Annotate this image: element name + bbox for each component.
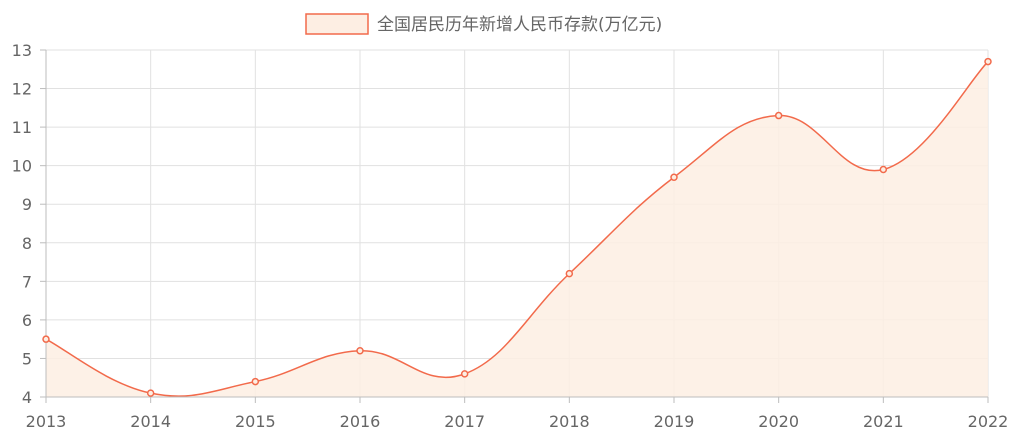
data-points <box>42 57 992 397</box>
axes: 4 5 6 7 8 9 10 11 12 13 2013 2014 2015 2016 2017 2018 20… <box>12 41 1009 431</box>
data-point <box>984 57 992 66</box>
data-point <box>670 173 678 181</box>
x-tick-label: 2017 <box>444 412 485 431</box>
y-tick-label: 12 <box>12 80 32 99</box>
x-tick-label: 2020 <box>758 412 799 431</box>
y-tick-label: 6 <box>22 311 32 330</box>
y-tick-label: 7 <box>22 272 32 291</box>
data-point <box>251 377 260 386</box>
y-tick-label: 8 <box>22 234 32 253</box>
x-tick-label: 2018 <box>549 412 590 431</box>
legend-label[interactable]: 全国居民历年新增人民币存款(万亿元) <box>377 15 662 35</box>
x-tick-label: 2014 <box>130 412 171 431</box>
data-point <box>774 111 783 120</box>
data-point <box>565 269 574 278</box>
area-layer <box>45 61 989 398</box>
x-tick-label: 2022 <box>968 412 1009 431</box>
y-tick-label: 13 <box>12 41 32 60</box>
x-tick-label: 2013 <box>26 412 67 431</box>
y-tick-label: 11 <box>12 118 32 137</box>
data-point <box>146 389 155 397</box>
legend-swatch[interactable] <box>305 13 369 35</box>
x-tick-label: 2015 <box>235 412 276 431</box>
y-tick-label: 4 <box>22 388 32 407</box>
legend[interactable]: 全国居民历年新增人民币存款(万亿元) <box>305 13 662 35</box>
y-tick-label: 5 <box>22 349 32 368</box>
x-tick-label: 2019 <box>654 412 695 431</box>
data-point <box>460 370 469 378</box>
data-point <box>879 165 888 174</box>
y-tick-label: 10 <box>12 157 32 176</box>
x-tick-label: 2016 <box>340 412 381 431</box>
series-line <box>45 61 989 397</box>
y-tick-label: 9 <box>22 195 32 214</box>
data-point <box>42 335 50 343</box>
series-area <box>46 61 988 398</box>
data-point <box>356 346 364 355</box>
x-tick-label: 2021 <box>863 412 904 431</box>
